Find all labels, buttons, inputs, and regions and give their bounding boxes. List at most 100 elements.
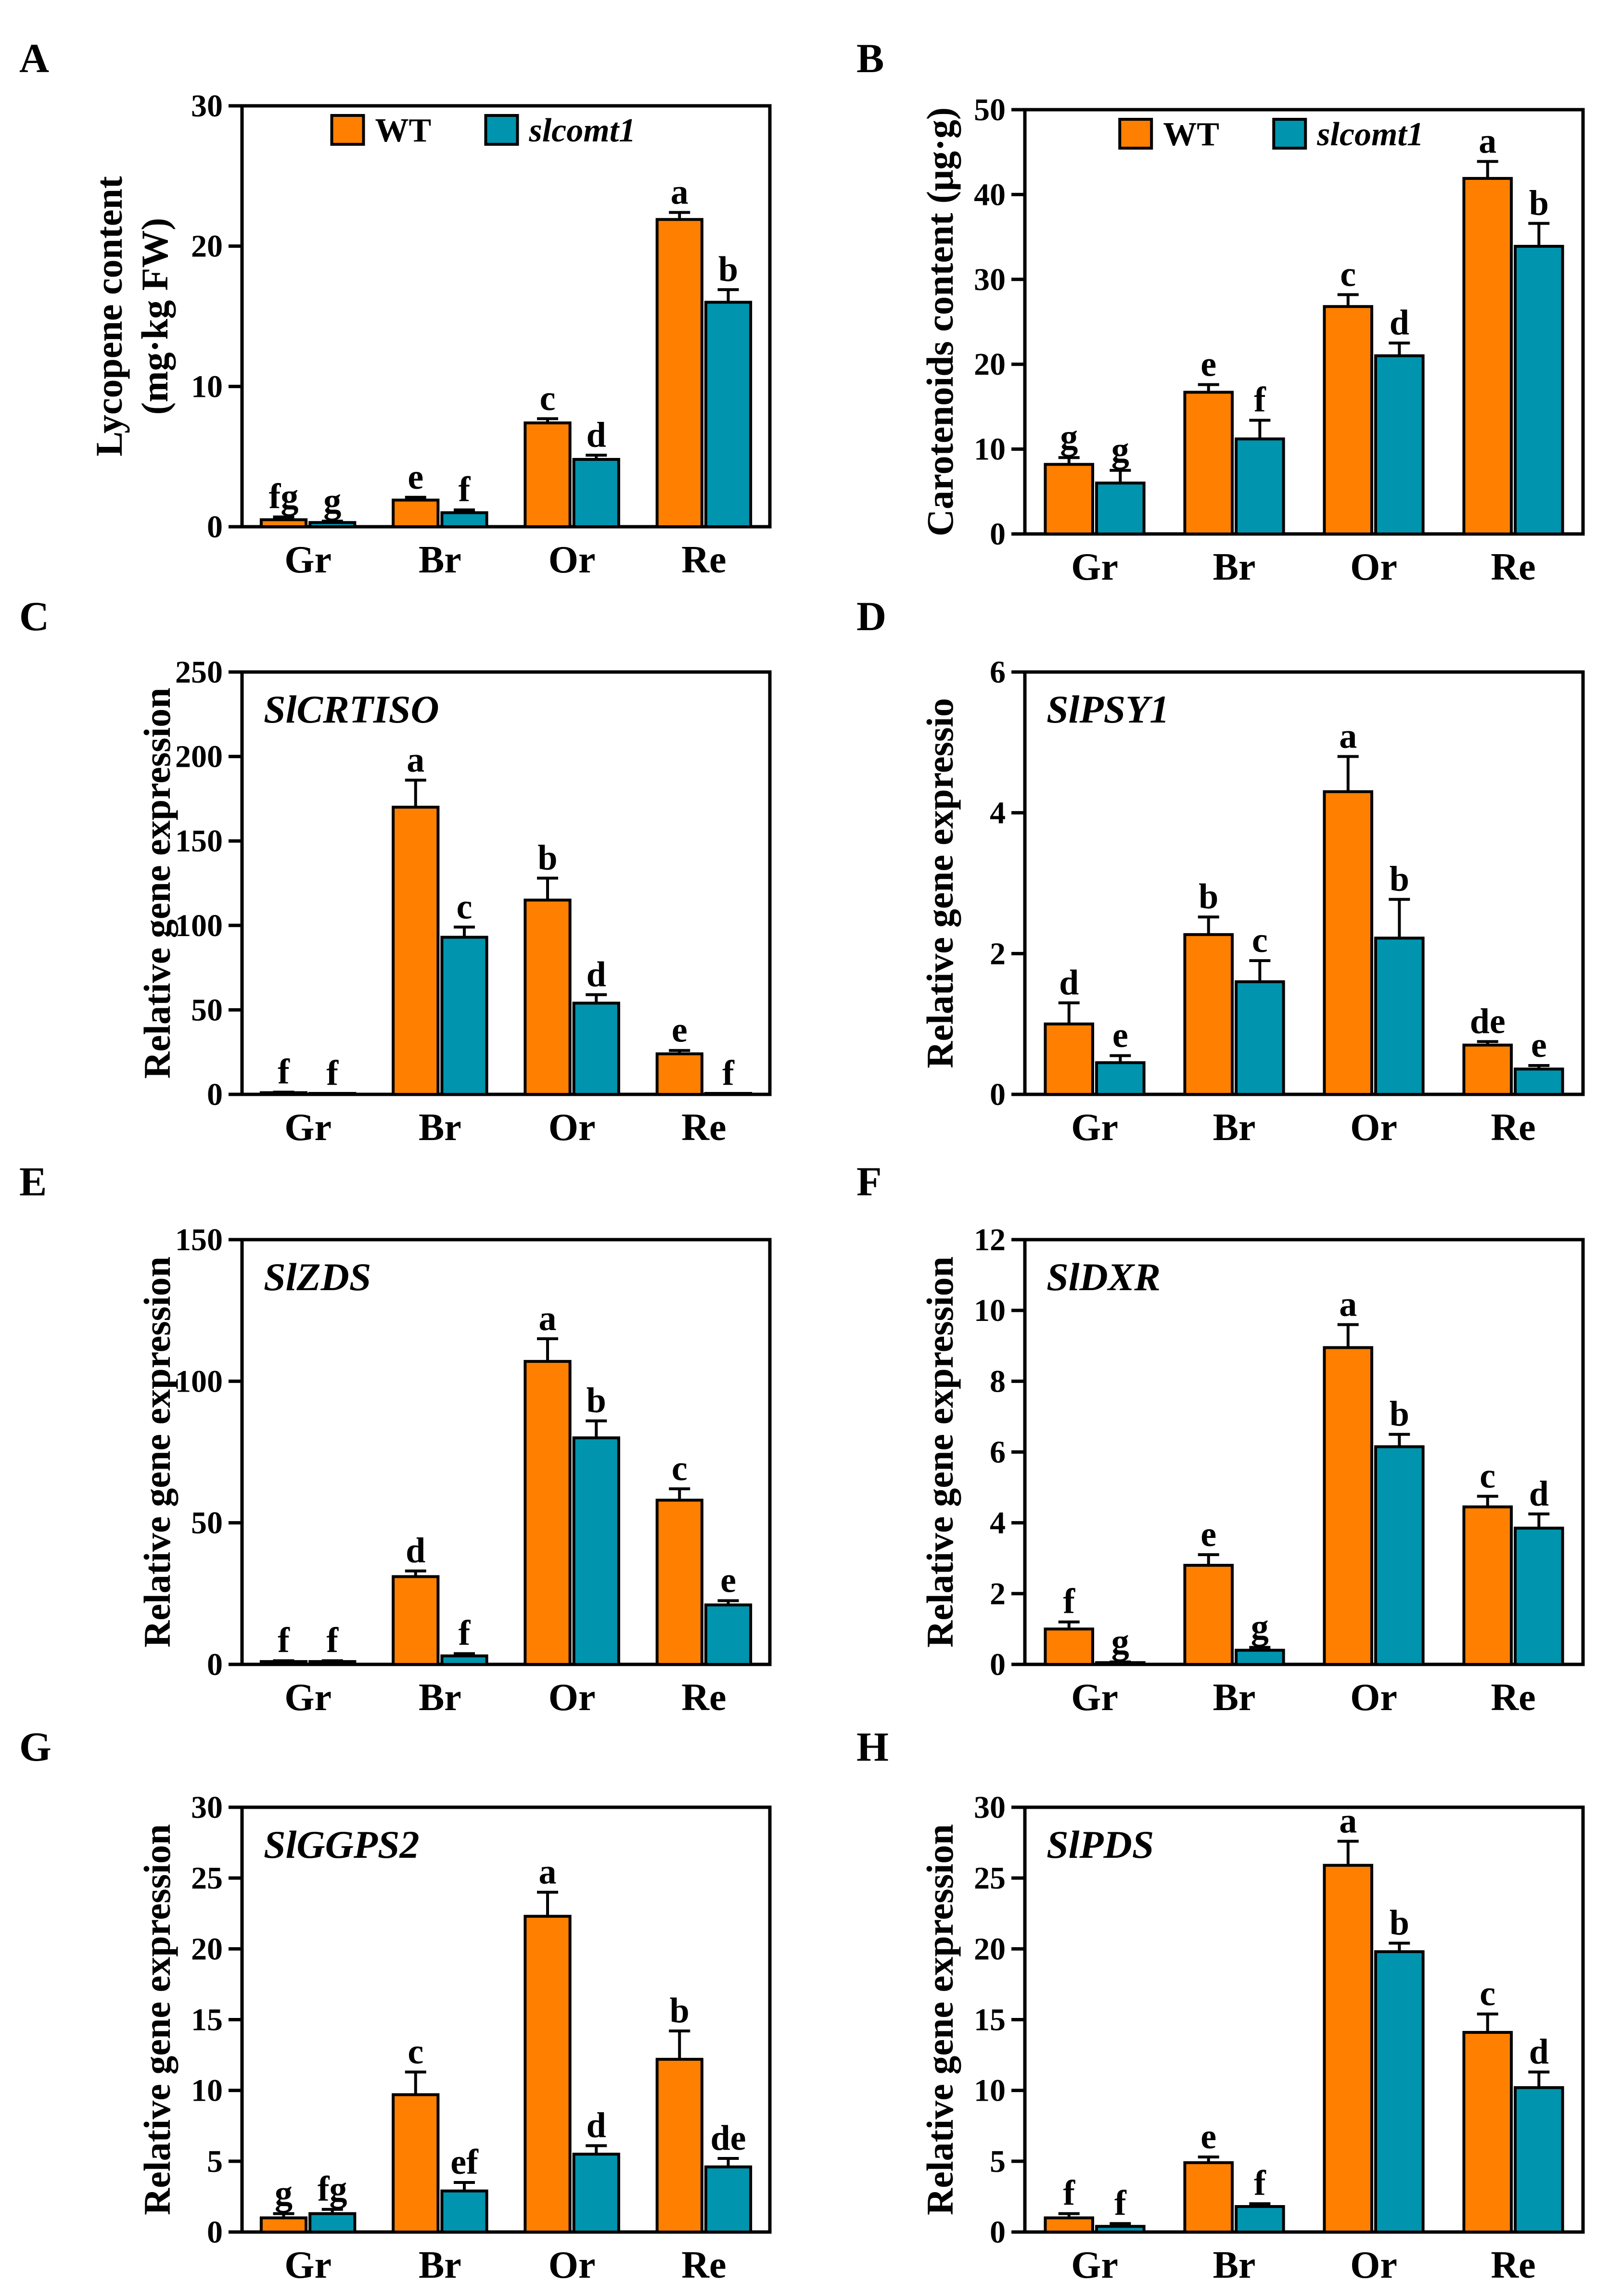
y-tick-label: 0 — [207, 1647, 223, 1682]
bar-slcomt1 — [1235, 980, 1285, 1096]
panel-h: H 0 5 10 15 20 25 30 Relative gene expression Gr f… — [856, 1724, 1585, 2286]
y-tick-label: 0 — [990, 2215, 1006, 2250]
y-tick-label: 10 — [974, 432, 1006, 467]
bar-slcomt1 — [704, 301, 753, 528]
significance-letter: f — [326, 1621, 339, 1660]
bar-slcomt1 — [1374, 1950, 1425, 2233]
y-axis-label: Relative gene expression — [919, 1256, 961, 1648]
gene-title: SlCRTISO — [264, 687, 439, 731]
significance-letter: f — [1063, 2174, 1075, 2213]
x-category-label: Or — [1350, 2244, 1397, 2286]
significance-letter: fg — [318, 2169, 347, 2209]
legend-swatch-slcomt1 — [484, 114, 519, 146]
y-tick-label: 25 — [974, 1861, 1006, 1896]
bar-wt — [1044, 463, 1094, 535]
plot-frame — [1023, 108, 1585, 536]
plot-frame — [240, 670, 772, 1096]
bar-wt — [1044, 1627, 1094, 1666]
significance-letter: b — [1390, 1395, 1409, 1434]
y-tick-label: 50 — [974, 92, 1006, 127]
significance-letter: d — [1390, 303, 1409, 342]
significance-letter: b — [1199, 877, 1218, 916]
significance-letter: c — [1480, 1974, 1495, 2014]
significance-letter: c — [1340, 255, 1356, 294]
bar-slcomt1 — [572, 1002, 620, 1096]
bar-slcomt1 — [440, 936, 488, 1096]
significance-letter: g — [323, 481, 341, 520]
significance-letter: d — [587, 955, 606, 994]
significance-letter: f — [1254, 2164, 1266, 2203]
y-axis-label: Relative gene expression — [136, 1256, 178, 1648]
significance-letter: g — [1111, 1622, 1129, 1662]
y-tick-label: 10 — [974, 1293, 1006, 1328]
bar-wt — [1183, 933, 1234, 1096]
significance-letter: d — [587, 415, 606, 455]
y-tick-label: 25 — [191, 1861, 223, 1896]
x-category-label: Br — [419, 1106, 461, 1149]
significance-letter: e — [1200, 345, 1216, 384]
bar-slcomt1 — [572, 458, 620, 528]
x-category-label: Re — [1491, 1676, 1535, 1719]
gene-title: SlGGPS2 — [264, 1823, 420, 1866]
panel-letter: C — [19, 593, 49, 639]
y-tick-label: 30 — [191, 89, 223, 124]
significance-letter: c — [1252, 921, 1268, 960]
x-category-label: Re — [681, 2244, 726, 2286]
significance-letter: a — [1339, 717, 1357, 756]
bar-wt — [1462, 2030, 1513, 2234]
legend-label-slcomt1: slcomt1 — [1316, 116, 1424, 153]
y-tick-label: 250 — [175, 655, 223, 690]
significance-letter: e — [1531, 1026, 1547, 1065]
significance-letter: g — [1060, 418, 1078, 457]
y-tick-label: 30 — [191, 1790, 223, 1825]
significance-letter: e — [672, 1011, 688, 1050]
bar-wt — [392, 2093, 440, 2233]
significance-letter: f — [278, 1052, 290, 1091]
gene-title: SlZDS — [264, 1255, 371, 1299]
bar-slcomt1 — [1095, 1061, 1146, 1096]
y-tick-label: 0 — [990, 1077, 1006, 1112]
bar-slcomt1 — [704, 2165, 753, 2233]
significance-letter: de — [1470, 1002, 1506, 1041]
y-tick-label: 5 — [990, 2144, 1006, 2179]
plot-frame — [240, 104, 772, 529]
x-category-label: Gr — [284, 539, 332, 581]
legend: WT slcomt1 — [1118, 116, 1424, 153]
bar-slcomt1 — [1514, 245, 1564, 535]
significance-letter: a — [671, 173, 689, 212]
significance-letter: a — [407, 740, 424, 780]
y-tick-label: 100 — [175, 908, 223, 943]
x-category-label: Gr — [284, 1676, 332, 1719]
y-tick-label: 0 — [990, 1647, 1006, 1682]
x-category-label: Gr — [284, 2244, 332, 2286]
y-tick-label: 0 — [207, 2215, 223, 2250]
bar-wt — [655, 1498, 703, 1666]
x-category-label: Re — [1491, 1106, 1535, 1149]
panel-b: B 0 10 20 30 40 50 Carotenoids content (μg·g) Gr… — [856, 35, 1585, 588]
bar-slcomt1 — [440, 2189, 488, 2234]
x-category-label: Gr — [1071, 1676, 1118, 1719]
bar-slcomt1 — [1374, 937, 1425, 1096]
bar-wt — [655, 2057, 703, 2234]
bar-wt — [392, 1575, 440, 1666]
y-tick-label: 50 — [191, 1506, 223, 1541]
y-tick-label: 100 — [175, 1364, 223, 1399]
bar-slcomt1 — [308, 2212, 357, 2234]
x-category-label: Br — [1213, 546, 1256, 588]
legend: WT slcomt1 — [330, 112, 636, 149]
significance-letter: e — [1200, 2117, 1216, 2156]
bar-wt — [1183, 2161, 1234, 2234]
legend-swatch-wt — [330, 114, 365, 146]
significance-letter: e — [720, 1561, 736, 1600]
panel-letter: E — [19, 1158, 47, 1205]
x-category-label: Br — [419, 2244, 461, 2286]
significance-letter: b — [1529, 183, 1549, 223]
y-tick-label: 2 — [990, 1576, 1006, 1611]
x-category-label: Br — [1213, 2244, 1256, 2286]
bar-wt — [655, 218, 703, 528]
bar-wt — [1462, 177, 1513, 536]
y-axis-label: Carotenoids content (μg·g) — [919, 107, 961, 536]
bar-wt — [259, 518, 308, 528]
